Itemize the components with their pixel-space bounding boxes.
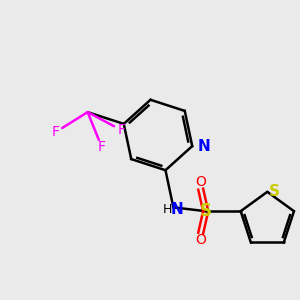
Text: H: H	[163, 203, 172, 216]
Text: N: N	[171, 202, 184, 217]
Text: N: N	[197, 139, 210, 154]
Text: F: F	[98, 140, 106, 154]
Text: F: F	[117, 123, 125, 137]
Text: O: O	[195, 233, 206, 247]
Text: F: F	[51, 125, 59, 139]
Text: S: S	[269, 184, 280, 199]
Text: S: S	[200, 202, 212, 220]
Text: O: O	[195, 175, 206, 189]
